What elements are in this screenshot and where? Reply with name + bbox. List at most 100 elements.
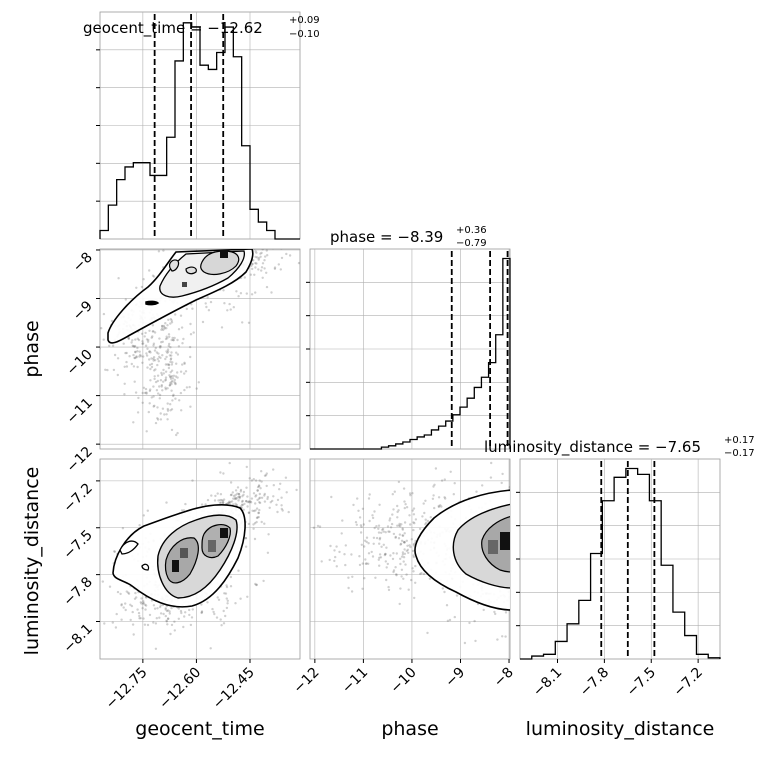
scatter-point	[241, 503, 244, 507]
scatter-point	[412, 507, 416, 510]
scatter-point	[225, 585, 229, 589]
scatter-point	[157, 250, 161, 253]
scatter-point	[403, 521, 407, 524]
scatter-point	[266, 551, 270, 554]
scatter-point	[521, 593, 523, 595]
scatter-point	[252, 523, 255, 526]
scatter-point	[394, 535, 397, 539]
scatter-point	[403, 541, 406, 544]
scatter-point	[482, 608, 485, 612]
scatter-point	[257, 484, 261, 487]
scatter-point	[250, 497, 254, 500]
scatter-point	[443, 496, 446, 499]
scatter-point	[143, 391, 147, 395]
scatter-point	[260, 480, 263, 483]
scatter-point	[521, 643, 523, 645]
density-contour-island	[145, 300, 160, 306]
scatter-point	[169, 346, 172, 349]
scatter-point	[388, 519, 391, 522]
scatter-point	[411, 509, 414, 512]
scatter-point	[395, 574, 398, 577]
scatter-point	[173, 336, 176, 340]
scatter-point	[144, 387, 148, 391]
scatter-point	[361, 562, 364, 565]
scatter-point	[152, 357, 155, 360]
scatter-point	[378, 503, 381, 506]
scatter-point	[272, 468, 275, 471]
scatter-point	[246, 505, 249, 508]
scatter-point	[229, 500, 232, 504]
scatter-point	[155, 389, 159, 392]
scatter-point	[526, 594, 528, 596]
scatter-point	[367, 552, 371, 555]
x-ticks: −8.1 −7.8 −7.5 −7.2	[530, 659, 706, 700]
scatter-point	[231, 491, 234, 494]
scatter-point	[276, 498, 280, 502]
scatter-point	[421, 515, 424, 518]
title-geocent-time-upper: +0.09	[289, 15, 320, 26]
scatter-point	[364, 558, 367, 561]
panel-geocent-time-vs-phase: −12 −11 −10 −9 −8	[64, 248, 305, 476]
scatter-point	[160, 324, 164, 328]
scatter-point	[127, 337, 130, 340]
scatter-point	[384, 552, 387, 556]
density-peak	[182, 282, 187, 287]
scatter-point	[156, 379, 159, 383]
scatter-point	[244, 545, 248, 548]
scatter-point	[120, 618, 123, 621]
scatter-point	[153, 404, 156, 407]
scatter-point	[161, 389, 164, 392]
scatter-point	[258, 492, 261, 496]
scatter-point	[265, 472, 268, 475]
scatter-point	[174, 382, 177, 385]
scatter-point	[209, 647, 212, 650]
scatter-point	[180, 326, 184, 329]
scatter-point	[179, 370, 183, 373]
scatter-point	[516, 541, 518, 543]
scatter-point	[412, 528, 415, 532]
scatter-point	[135, 355, 138, 358]
scatter-point	[138, 614, 141, 618]
scatter-point	[165, 335, 168, 338]
scatter-point	[358, 563, 362, 567]
scatter-point	[169, 403, 172, 406]
density-peak	[180, 548, 188, 558]
scatter-point	[184, 502, 187, 506]
scatter-point	[179, 314, 183, 317]
scatter-point	[512, 551, 514, 553]
scatter-point	[463, 641, 467, 645]
scatter-point	[59, 593, 61, 595]
scatter-point	[235, 497, 238, 500]
scatter-point	[400, 539, 404, 542]
scatter-point	[392, 552, 395, 555]
scatter-point	[144, 603, 147, 606]
scatter-point	[514, 592, 516, 594]
scatter-point	[358, 516, 362, 519]
scatter-point	[272, 495, 275, 498]
scatter-point	[513, 594, 515, 596]
scatter-point	[515, 633, 517, 635]
density-contour-inner	[200, 250, 240, 276]
scatter-point	[553, 600, 555, 602]
scatter-point	[165, 620, 168, 623]
scatter-point	[522, 548, 524, 550]
scatter-point	[144, 331, 147, 335]
scatter-point	[136, 608, 139, 611]
density-contour-inner	[185, 266, 197, 275]
scatter-point	[171, 361, 174, 364]
scatter-point	[511, 558, 513, 560]
scatter-point	[169, 371, 172, 374]
scatter-point	[303, 252, 305, 254]
scatter-point	[255, 507, 259, 510]
scatter-point	[111, 344, 115, 347]
scatter-point	[238, 497, 241, 500]
scatter-point	[246, 495, 249, 498]
scatter-point	[200, 603, 203, 606]
scatter-point	[167, 363, 170, 366]
scatter-point	[152, 356, 156, 359]
scatter-point	[351, 575, 354, 578]
scatter-point	[371, 516, 375, 520]
scatter-point	[250, 479, 254, 482]
scatter-point	[134, 591, 137, 595]
scatter-point	[372, 536, 376, 539]
